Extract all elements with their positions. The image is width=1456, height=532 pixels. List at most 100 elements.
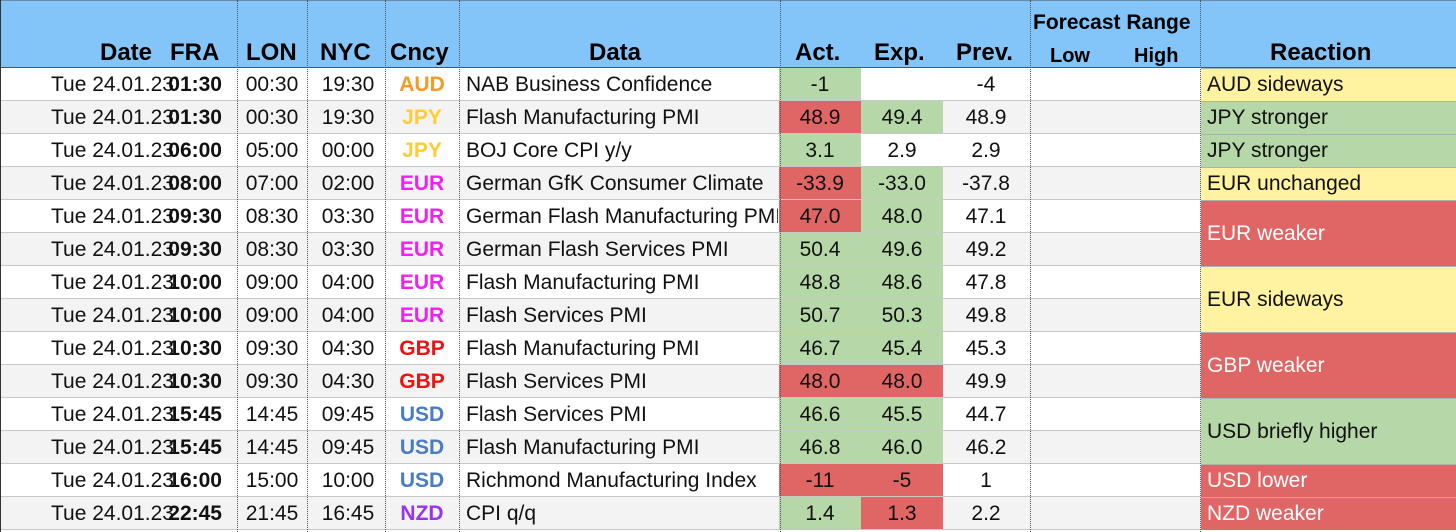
- cell-fra: 10:00: [168, 270, 222, 294]
- cell-exp: 50.3: [861, 299, 943, 332]
- cell-act: 48.0: [779, 365, 861, 398]
- cell-nyc: 04:00: [321, 303, 375, 327]
- row-divider: [0, 430, 1200, 431]
- header-exp: Exp.: [874, 39, 925, 66]
- cell-fra: 10:00: [168, 303, 222, 327]
- cell-data: CPI q/q: [466, 501, 537, 525]
- cell-prev: 46.2: [965, 435, 1007, 459]
- row-divider: [0, 364, 1200, 365]
- cell-exp: 48.0: [861, 200, 943, 233]
- cell-fra: 10:30: [168, 369, 222, 393]
- cell-data: German Flash Manufacturing PMI: [466, 204, 778, 228]
- cell-exp: -5: [861, 464, 943, 497]
- header-high: High: [1134, 45, 1179, 67]
- reaction-cell: EUR unchanged: [1201, 167, 1456, 200]
- cell-data: Flash Manufacturing PMI: [466, 270, 700, 294]
- header-lon: LON: [246, 39, 297, 66]
- cell-nyc: 00:00: [321, 138, 375, 162]
- cell-prev: 44.7: [965, 402, 1007, 426]
- cell-cncy: EUR: [399, 171, 445, 195]
- cell-fra: 10:30: [168, 336, 222, 360]
- cell-act: 3.1: [779, 134, 861, 167]
- cell-prev: 47.8: [965, 270, 1007, 294]
- cell-prev: -4: [976, 72, 996, 96]
- cell-prev: 49.8: [965, 303, 1007, 327]
- reaction-cell: USD lower: [1201, 464, 1456, 497]
- row-divider: [0, 232, 1200, 233]
- cell-lon: 00:30: [245, 72, 299, 96]
- cell-cncy: AUD: [399, 72, 445, 96]
- cell-date: Tue 24.01.23: [51, 72, 174, 96]
- cell-lon: 14:45: [245, 402, 299, 426]
- cell-prev: 48.9: [965, 105, 1007, 129]
- cell-lon: 08:30: [245, 237, 299, 261]
- column-divider: [1030, 0, 1031, 532]
- cell-act: -1: [779, 68, 861, 101]
- cell-nyc: 02:00: [321, 171, 375, 195]
- row-divider: [0, 199, 1200, 200]
- reaction-cell: NZD weaker: [1201, 497, 1456, 530]
- cell-exp: 2.9: [887, 138, 917, 162]
- cell-data: BOJ Core CPI y/y: [466, 138, 632, 162]
- cell-act: -11: [779, 464, 861, 497]
- cell-fra: 15:45: [168, 435, 222, 459]
- row-divider: [0, 298, 1200, 299]
- header-data: Data: [589, 39, 642, 66]
- cell-date: Tue 24.01.23: [51, 171, 174, 195]
- column-divider: [237, 0, 238, 532]
- header-low: Low: [1050, 45, 1090, 67]
- header-prev: Prev.: [956, 39, 1013, 66]
- column-divider: [1200, 0, 1201, 532]
- row-divider: [0, 166, 1200, 167]
- cell-data: German Flash Services PMI: [466, 237, 729, 261]
- cell-act: 46.7: [779, 332, 861, 365]
- cell-cncy: EUR: [399, 204, 445, 228]
- cell-nyc: 16:45: [321, 501, 375, 525]
- cell-data: Flash Manufacturing PMI: [466, 105, 700, 129]
- cell-fra: 01:30: [168, 105, 222, 129]
- cell-cncy: USD: [399, 435, 445, 459]
- reaction-cell: JPY stronger: [1201, 101, 1456, 134]
- reaction-cell: EUR weaker: [1201, 200, 1456, 266]
- cell-nyc: 04:30: [321, 336, 375, 360]
- cell-prev: 49.9: [965, 369, 1007, 393]
- cell-fra: 01:30: [168, 72, 222, 96]
- cell-nyc: 10:00: [321, 468, 375, 492]
- cell-data: Richmond Manufacturing Index: [466, 468, 757, 492]
- cell-date: Tue 24.01.23: [51, 369, 174, 393]
- cell-act: 50.7: [779, 299, 861, 332]
- cell-exp: 49.6: [861, 233, 943, 266]
- column-divider: [459, 0, 460, 532]
- row-divider: [0, 100, 1200, 101]
- cell-exp: 49.4: [861, 101, 943, 134]
- cell-lon: 00:30: [245, 105, 299, 129]
- cell-lon: 15:00: [245, 468, 299, 492]
- cell-prev: 2.9: [971, 138, 1001, 162]
- cell-lon: 08:30: [245, 204, 299, 228]
- header-act: Act.: [795, 39, 841, 66]
- cell-cncy: EUR: [399, 270, 445, 294]
- cell-prev: 45.3: [965, 336, 1007, 360]
- cell-act: 46.6: [779, 398, 861, 431]
- cell-cncy: JPY: [402, 138, 442, 162]
- cell-exp: 46.0: [861, 431, 943, 464]
- cell-cncy: GBP: [399, 369, 445, 393]
- header-nyc: NYC: [320, 39, 371, 66]
- cell-prev: 1: [980, 468, 992, 492]
- cell-exp: 45.4: [861, 332, 943, 365]
- cell-date: Tue 24.01.23: [51, 402, 174, 426]
- cell-date: Tue 24.01.23: [51, 138, 174, 162]
- header-forecast-range: Forecast Range: [1033, 11, 1191, 34]
- cell-prev: -37.8: [962, 171, 1010, 195]
- cell-lon: 09:30: [245, 369, 299, 393]
- cell-cncy: EUR: [399, 303, 445, 327]
- reaction-cell: AUD sideways: [1201, 68, 1456, 101]
- cell-data: German GfK Consumer Climate: [466, 171, 764, 195]
- column-divider: [780, 0, 781, 532]
- cell-cncy: USD: [399, 468, 445, 492]
- cell-act: 50.4: [779, 233, 861, 266]
- cell-lon: 05:00: [245, 138, 299, 162]
- cell-fra: 09:30: [168, 204, 222, 228]
- table-left-border: [0, 0, 1, 532]
- row-divider: [0, 397, 1200, 398]
